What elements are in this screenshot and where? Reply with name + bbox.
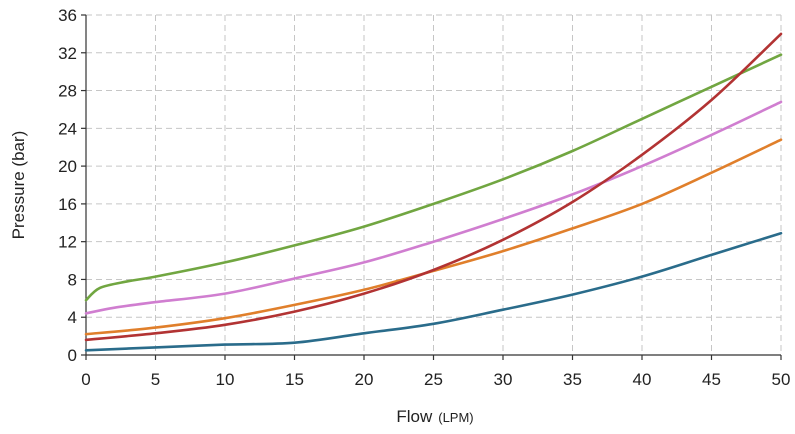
x-axis-label: Flow	[396, 407, 433, 426]
x-tick-label: 25	[424, 370, 443, 389]
series-line-4	[84, 32, 783, 342]
y-tick-label: 36	[58, 6, 77, 25]
x-tick-label: 30	[494, 370, 513, 389]
y-tick-label: 20	[58, 157, 77, 176]
y-tick-label: 4	[68, 308, 77, 327]
y-tick-label: 0	[68, 346, 77, 365]
grid	[86, 14, 782, 355]
x-axis-title: Flow (LPM)	[396, 407, 473, 426]
x-tick-label: 15	[285, 370, 304, 389]
axes	[81, 14, 782, 360]
y-tick-label: 24	[58, 119, 77, 138]
y-tick-label: 28	[58, 82, 77, 101]
x-tick-label: 45	[702, 370, 721, 389]
tick-labels: 0 4 8 12 16 20 24 28 32 36 0 5 10 15 20 25 30 35 40 45 50	[58, 6, 790, 389]
series-line-5	[84, 231, 783, 352]
y-axis-title: Pressure (bar)	[9, 131, 28, 240]
x-tick-label: 35	[563, 370, 582, 389]
series-group	[84, 32, 783, 352]
x-tick-label: 5	[151, 370, 160, 389]
x-tick-label: 20	[355, 370, 374, 389]
y-tick-label: 32	[58, 44, 77, 63]
x-tick-label: 10	[216, 370, 235, 389]
x-axis-unit: (LPM)	[438, 410, 473, 425]
x-tick-label: 0	[81, 370, 90, 389]
x-tick-label: 40	[633, 370, 652, 389]
series-line-1	[84, 53, 783, 302]
y-tick-label: 12	[58, 233, 77, 252]
x-tick-label: 50	[772, 370, 791, 389]
series-line-2	[84, 100, 783, 315]
y-tick-label: 16	[58, 195, 77, 214]
y-tick-label: 8	[68, 270, 77, 289]
